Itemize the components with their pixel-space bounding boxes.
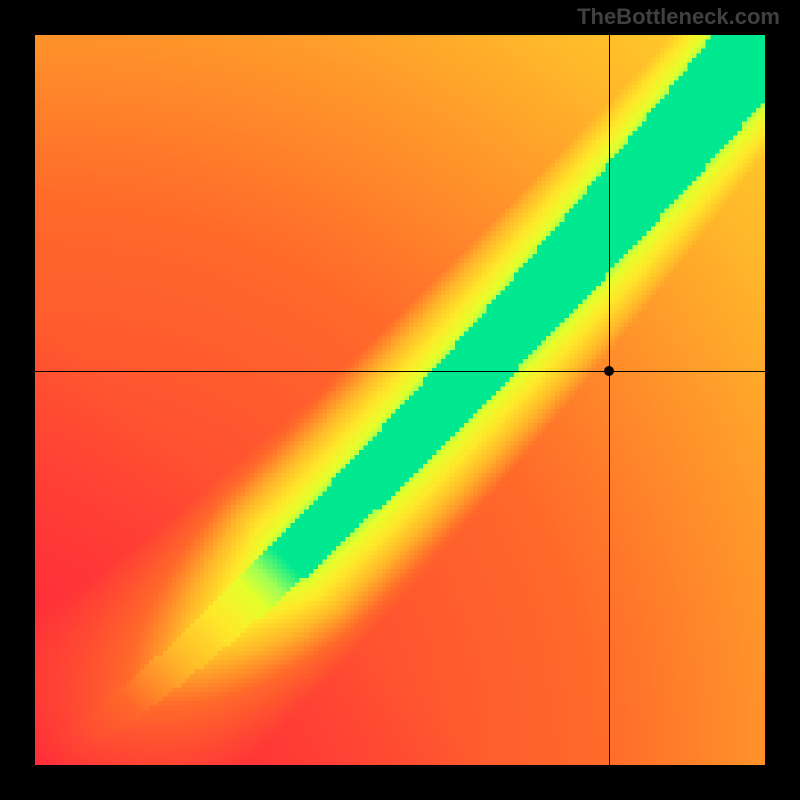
bottleneck-heatmap [35, 35, 765, 765]
watermark-text: TheBottleneck.com [577, 4, 780, 30]
heatmap-canvas [35, 35, 765, 765]
